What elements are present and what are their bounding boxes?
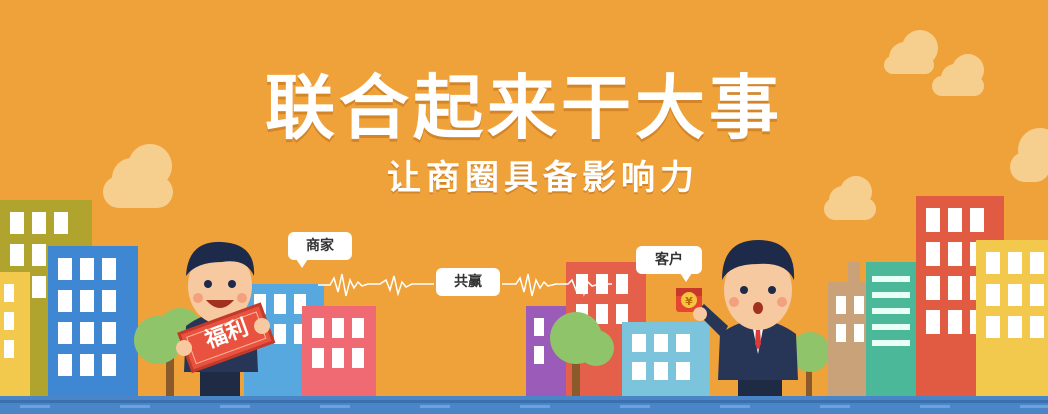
red-envelope [676,288,702,312]
businessman-right [696,240,798,402]
cloud-icon [824,176,876,220]
customer-label: 客户 [636,246,702,282]
signal-wave [502,273,612,297]
building-blue [48,246,138,400]
building-pink [302,306,376,400]
cloud-icon [103,144,173,208]
signal-wave [318,273,434,297]
building-yellow [0,272,30,400]
cloud-icon [1010,128,1048,182]
win-win-label: 共赢 [436,268,500,296]
tree [790,332,830,400]
subheadline: 让商圈具备影响力 [387,158,699,198]
building-tan [828,262,872,400]
cloud-icon [884,30,938,74]
building-yellow-right [976,240,1048,400]
yen-icon: ¥ [685,295,693,308]
building-green [866,262,916,400]
building-teal [622,322,710,400]
merchant-label: 商家 [288,232,352,268]
tree [550,312,614,400]
headline: 联合起来干大事 [265,67,783,149]
cloud-icon [932,54,984,96]
